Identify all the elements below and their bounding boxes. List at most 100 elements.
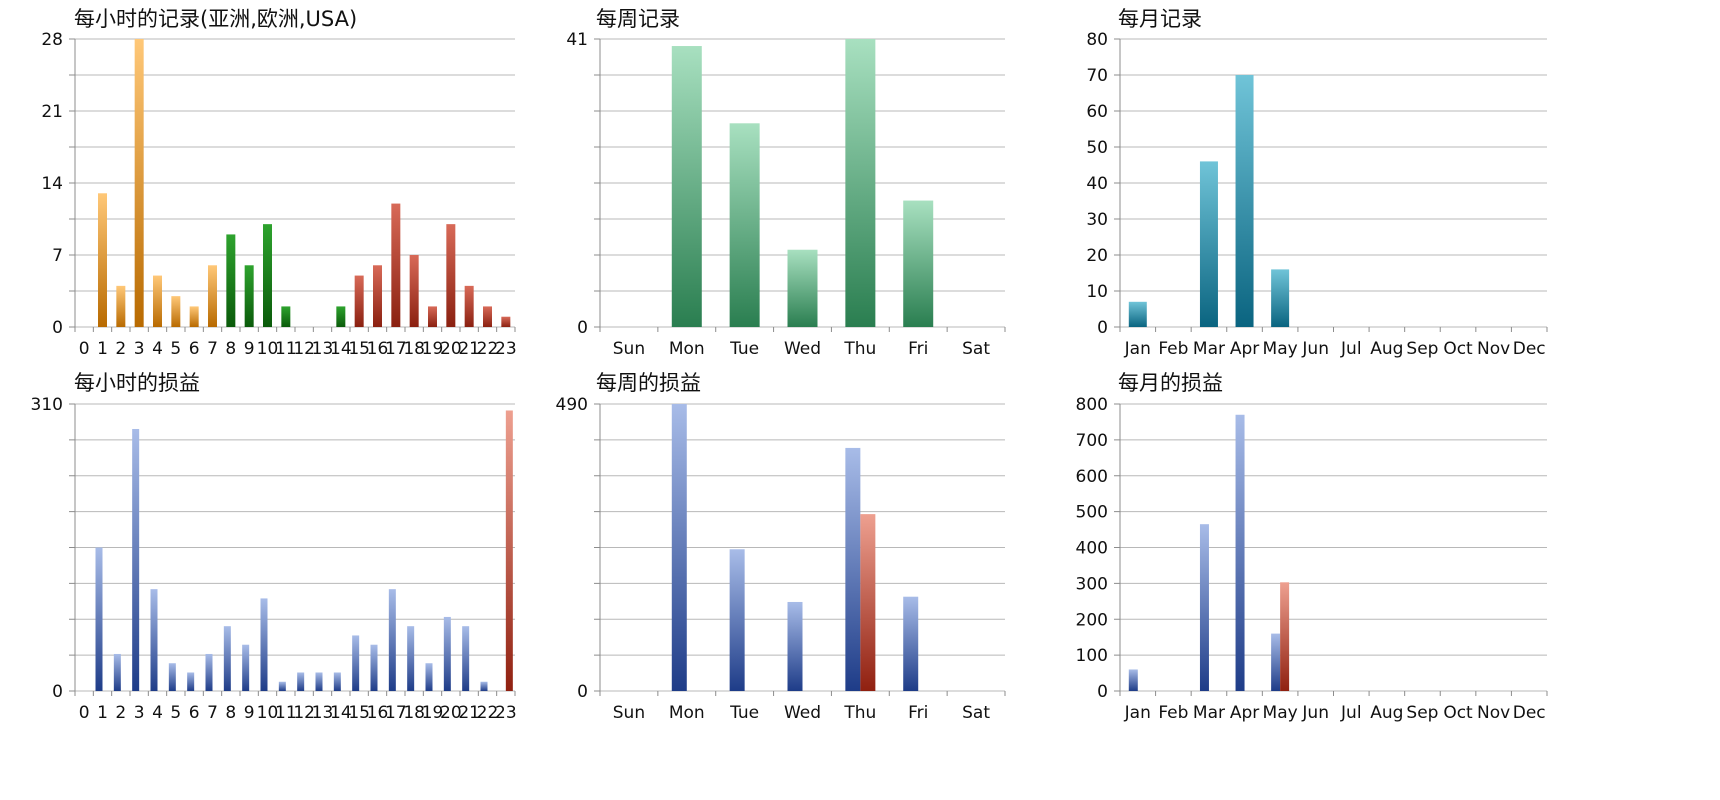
- bar-11: [281, 306, 291, 327]
- bar-apr: [1235, 75, 1254, 327]
- x-tick-label: 12: [293, 339, 315, 359]
- y-tick-label: 60: [1086, 102, 1108, 122]
- x-tick-label: 6: [189, 339, 200, 359]
- x-tick-label: 6: [189, 703, 200, 723]
- bar-17-series-1: [388, 589, 396, 691]
- x-tick-label: 16: [367, 703, 389, 723]
- bar-mar-series-1: [1199, 524, 1209, 691]
- chart-title: 每周记录: [596, 7, 680, 31]
- x-tick-label: 0: [79, 339, 90, 359]
- x-tick-label: Tue: [729, 703, 759, 723]
- x-tick-label: 15: [348, 703, 370, 723]
- x-tick-label: Fri: [908, 339, 928, 359]
- x-tick-label: 2: [115, 339, 126, 359]
- bar-11-series-1: [278, 681, 286, 691]
- x-tick-label: Fri: [908, 703, 928, 723]
- bar-jan-series-1: [1128, 669, 1138, 691]
- bar-tue-series-1: [729, 549, 745, 691]
- bar-9-series-1: [242, 644, 250, 691]
- bar-10-series-1: [260, 598, 268, 691]
- y-tick-label: 41: [566, 30, 588, 50]
- x-tick-label: 21: [458, 703, 480, 723]
- x-tick-label: 4: [152, 339, 163, 359]
- bar-tue: [729, 123, 760, 327]
- bar-7-series-1: [205, 653, 213, 691]
- x-tick-label: 9: [244, 703, 255, 723]
- bar-apr-series-1: [1235, 414, 1245, 691]
- x-tick-label: Aug: [1370, 703, 1403, 723]
- x-tick-label: 17: [385, 703, 407, 723]
- x-tick-label: 8: [225, 703, 236, 723]
- bar-22-series-1: [480, 681, 488, 691]
- x-tick-label: Wed: [784, 339, 821, 359]
- x-tick-label: 20: [440, 703, 462, 723]
- x-tick-label: 7: [207, 339, 218, 359]
- x-tick-label: Thu: [843, 703, 876, 723]
- y-tick-label: 500: [1076, 503, 1108, 523]
- bar-16-series-1: [370, 644, 378, 691]
- bar-4: [153, 275, 162, 327]
- x-tick-label: May: [1263, 703, 1298, 723]
- bar-18-series-1: [407, 626, 415, 691]
- bar-10: [263, 224, 272, 327]
- x-tick-label: Wed: [784, 703, 821, 723]
- bar-1: [98, 193, 107, 327]
- y-tick-label: 30: [1086, 210, 1108, 230]
- y-tick-label: 600: [1076, 467, 1108, 487]
- x-tick-label: Mar: [1193, 703, 1225, 723]
- x-tick-label: 2: [115, 703, 126, 723]
- x-tick-label: Apr: [1230, 339, 1259, 359]
- bar-may: [1271, 269, 1290, 327]
- x-tick-label: Oct: [1443, 339, 1473, 359]
- bar-mon: [671, 46, 702, 328]
- x-tick-label: 16: [367, 339, 389, 359]
- y-tick-label: 700: [1076, 431, 1108, 451]
- x-tick-label: Sat: [962, 339, 990, 359]
- bar-7: [208, 265, 217, 327]
- y-tick-label: 10: [1086, 282, 1108, 302]
- x-tick-label: Nov: [1477, 339, 1510, 359]
- bar-2-series-1: [113, 653, 121, 691]
- x-tick-label: Oct: [1443, 703, 1473, 723]
- x-tick-label: 18: [403, 703, 425, 723]
- chart-monthly-records: 每月记录 0 10 20 30 40 50 60 70 80 Jan Feb Mar Apr May Jun J…: [1086, 7, 1548, 359]
- x-tick-label: Sun: [613, 339, 645, 359]
- x-tick-label: Mar: [1193, 339, 1225, 359]
- x-tick-label: Apr: [1230, 703, 1259, 723]
- bar-thu-series-2: [860, 514, 876, 691]
- bar-8-series-1: [223, 626, 231, 691]
- x-tick-label: 22: [477, 339, 499, 359]
- bar-6-series-1: [187, 672, 195, 691]
- bar-3: [134, 39, 144, 327]
- y-tick-label: 14: [41, 174, 63, 194]
- y-tick-label: 40: [1086, 174, 1108, 194]
- x-tick-label: Sep: [1406, 703, 1438, 723]
- x-tick-label: Dec: [1513, 703, 1546, 723]
- x-tick-label: Jan: [1124, 703, 1151, 723]
- y-tick-label: 0: [1097, 318, 1108, 338]
- x-tick-label: 23: [495, 703, 517, 723]
- x-tick-label: 23: [495, 339, 517, 359]
- chart-title: 每月记录: [1118, 7, 1202, 31]
- x-tick-label: Feb: [1158, 339, 1188, 359]
- bar-6: [189, 306, 199, 327]
- bar-14: [336, 306, 346, 327]
- bar-20: [446, 224, 456, 327]
- x-tick-label: Thu: [843, 339, 876, 359]
- x-tick-label: 10: [257, 339, 279, 359]
- y-tick-label: 490: [556, 395, 588, 415]
- bar-21: [464, 285, 474, 327]
- x-tick-label: 18: [403, 339, 425, 359]
- y-tick-label: 7: [52, 246, 63, 266]
- x-tick-label: 1: [97, 339, 108, 359]
- y-tick-label: 0: [577, 682, 588, 702]
- bar-fri-series-1: [903, 596, 919, 691]
- bar-5-series-1: [168, 663, 176, 691]
- bar-15: [354, 275, 364, 327]
- x-tick-label: 12: [293, 703, 315, 723]
- bar-thu-series-1: [845, 447, 861, 691]
- x-tick-label: 21: [458, 339, 480, 359]
